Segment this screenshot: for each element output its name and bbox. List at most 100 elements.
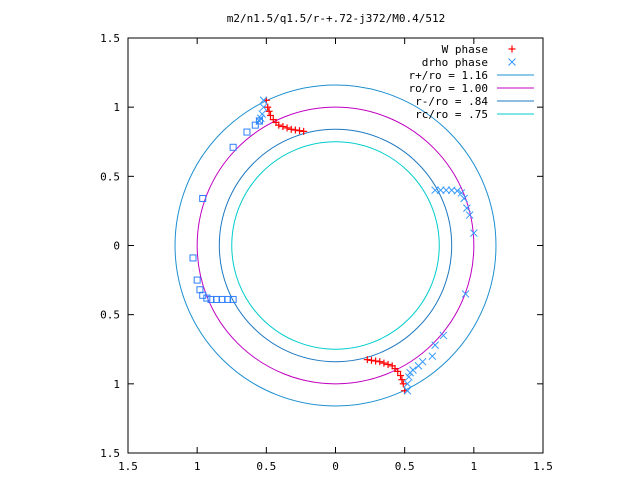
drho-phase-point bbox=[403, 386, 412, 395]
legend-plus-marker bbox=[508, 45, 516, 53]
drho-phase-point bbox=[259, 103, 268, 112]
w-phase-point bbox=[275, 121, 283, 129]
cross-b bbox=[259, 103, 268, 112]
y-tick-label: 1 bbox=[113, 378, 120, 391]
y-tick-label: 0.5 bbox=[100, 309, 120, 322]
drho-phase-point bbox=[463, 204, 471, 213]
x-tick-label: 1.5 bbox=[118, 460, 138, 473]
drho-phase-point bbox=[439, 331, 448, 340]
w-phase-point bbox=[264, 103, 272, 111]
drho-phase-point bbox=[469, 229, 478, 237]
drho-phase-point bbox=[442, 186, 451, 195]
square-point bbox=[199, 194, 207, 202]
drho-phase-point bbox=[457, 189, 466, 197]
legend-label-r-minus: r-/ro = .84 bbox=[415, 95, 488, 108]
w-phase-point bbox=[279, 123, 287, 131]
drho-phase-point bbox=[403, 379, 412, 388]
square-point bbox=[255, 117, 263, 125]
w-phase-point bbox=[291, 126, 299, 134]
square-point bbox=[193, 276, 201, 284]
drho-phase-point bbox=[409, 366, 417, 374]
w-phase-point bbox=[372, 357, 380, 365]
y-tick-label: 1.5 bbox=[100, 447, 120, 460]
cross-b bbox=[453, 187, 462, 195]
legend-label-drho-phase: drho phase bbox=[422, 56, 488, 69]
legend-mark-drho-phase bbox=[508, 58, 516, 66]
y-tick-label: 1.5 bbox=[100, 32, 120, 45]
w-phase-point bbox=[399, 380, 407, 388]
w-phase-point bbox=[266, 111, 274, 119]
legend-label-r-plus: r+/ro = 1.16 bbox=[409, 69, 488, 82]
cross-b bbox=[403, 386, 412, 395]
circle-r-c bbox=[231, 141, 440, 350]
x-tick-label: 0.5 bbox=[256, 460, 276, 473]
axis-ticks: 1.5 1 0.5 0 0.5 1 1.51.510.500.511.5 bbox=[100, 32, 553, 473]
w-phase-point bbox=[363, 356, 371, 364]
cross-b bbox=[403, 379, 412, 388]
y-tick-label: 1 bbox=[113, 101, 120, 114]
w-phase-point bbox=[398, 376, 406, 384]
w-phase-point bbox=[283, 124, 291, 132]
square-point bbox=[243, 128, 251, 136]
y-tick-label: 0.5 bbox=[100, 170, 120, 183]
cross-b bbox=[457, 189, 466, 197]
drho-phase-point bbox=[255, 117, 264, 125]
y-tick-label: 0 bbox=[113, 240, 120, 253]
w-phase-point bbox=[376, 358, 384, 366]
square-point bbox=[251, 121, 259, 129]
drho-phase-point bbox=[460, 194, 469, 203]
x-tick-label: 1 bbox=[471, 460, 478, 473]
drho-phase-point bbox=[461, 290, 470, 298]
legend-mark-w-phase bbox=[508, 45, 516, 53]
drho-phase-point bbox=[453, 187, 462, 195]
cross-b bbox=[259, 96, 268, 105]
circle-r-plus bbox=[174, 84, 497, 407]
legend-label-r-o: ro/ro = 1.00 bbox=[409, 82, 488, 95]
w-phase-point bbox=[388, 362, 396, 370]
cross-b bbox=[463, 204, 471, 213]
cross-b bbox=[255, 117, 264, 125]
drho-phase-point bbox=[259, 96, 268, 105]
x-tick-label: 1.5 bbox=[533, 460, 553, 473]
w-phase-point bbox=[367, 356, 375, 364]
cross-b bbox=[439, 331, 448, 340]
square-point bbox=[189, 254, 197, 262]
chart-title: m2/n1.5/q1.5/r-+.72-j372/M0.4/512 bbox=[227, 12, 446, 25]
cross-b bbox=[431, 186, 439, 195]
legend: W phase drho phase r+/ro = 1.16 ro/ro = … bbox=[409, 43, 534, 121]
circle-r-minus bbox=[218, 128, 453, 363]
drho-phase-point bbox=[431, 186, 439, 195]
x-tick-label: 1 bbox=[194, 460, 201, 473]
x-tick-label: 0 bbox=[332, 460, 339, 473]
legend-label-w-phase: W phase bbox=[442, 43, 488, 56]
drho-phase-point bbox=[436, 186, 445, 195]
square-point bbox=[229, 143, 237, 151]
drho-phase-point bbox=[431, 341, 439, 349]
cross-b bbox=[431, 341, 439, 349]
square-point bbox=[229, 295, 237, 303]
w-phase-point bbox=[384, 360, 392, 368]
cross-b bbox=[409, 366, 417, 374]
w-phase-point bbox=[380, 359, 388, 367]
w-phase-point bbox=[296, 127, 304, 135]
radius-circles bbox=[174, 84, 497, 407]
cross-b bbox=[460, 194, 469, 203]
circle-r-o bbox=[196, 106, 475, 385]
cross-b bbox=[469, 229, 478, 237]
cross-b bbox=[418, 357, 427, 366]
x-tick-label: 0.5 bbox=[395, 460, 415, 473]
cross-b bbox=[461, 290, 470, 298]
cross-b bbox=[442, 186, 451, 195]
drho-phase-point bbox=[258, 110, 267, 118]
cross-b bbox=[508, 58, 516, 66]
legend-cross-marker bbox=[508, 58, 516, 66]
cross-b bbox=[258, 110, 267, 118]
drho-phase-point bbox=[428, 352, 437, 361]
square-point bbox=[203, 294, 211, 302]
drho-phase-point bbox=[465, 211, 474, 219]
legend-label-r-c: rc/ro = .75 bbox=[415, 108, 488, 121]
drho-phase-point bbox=[404, 373, 413, 381]
cross-b bbox=[404, 373, 413, 381]
w-phase-point bbox=[300, 127, 308, 135]
